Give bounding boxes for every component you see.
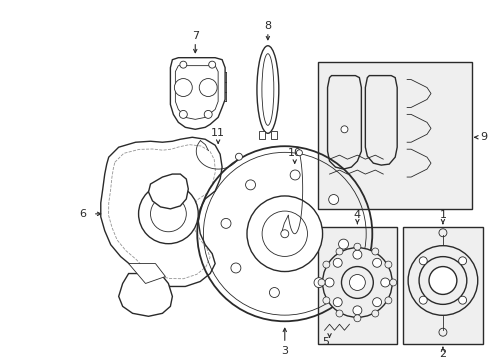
Circle shape: [322, 297, 329, 304]
Bar: [402, 227, 482, 344]
Circle shape: [150, 196, 186, 232]
Text: 10: 10: [287, 148, 301, 158]
Bar: [270, 131, 276, 139]
Circle shape: [289, 170, 300, 180]
Circle shape: [322, 261, 329, 268]
Polygon shape: [128, 264, 165, 283]
Circle shape: [230, 263, 241, 273]
Circle shape: [458, 296, 466, 304]
Bar: [258, 131, 264, 139]
Text: 3: 3: [281, 346, 288, 356]
Circle shape: [349, 275, 365, 291]
Bar: [317, 227, 396, 344]
Polygon shape: [148, 174, 188, 209]
Circle shape: [262, 211, 307, 256]
Text: 6: 6: [79, 209, 86, 219]
Circle shape: [338, 239, 348, 249]
Circle shape: [325, 278, 333, 287]
Text: 2: 2: [439, 349, 446, 359]
Circle shape: [221, 219, 230, 228]
Circle shape: [407, 246, 477, 315]
Circle shape: [332, 298, 342, 307]
Circle shape: [372, 298, 381, 307]
Circle shape: [174, 78, 192, 96]
Circle shape: [280, 230, 288, 238]
Circle shape: [418, 296, 427, 304]
Circle shape: [340, 126, 347, 133]
Circle shape: [269, 288, 279, 297]
Circle shape: [138, 184, 198, 244]
Circle shape: [352, 250, 361, 259]
Circle shape: [235, 153, 242, 160]
Circle shape: [384, 297, 391, 304]
Circle shape: [418, 257, 427, 265]
Circle shape: [335, 310, 342, 317]
Circle shape: [371, 310, 378, 317]
Polygon shape: [119, 274, 172, 316]
Circle shape: [371, 248, 378, 255]
Text: 1: 1: [439, 210, 446, 220]
Circle shape: [353, 315, 360, 322]
Circle shape: [328, 194, 338, 204]
Polygon shape: [170, 58, 224, 129]
Circle shape: [341, 266, 372, 298]
Circle shape: [322, 248, 391, 317]
Circle shape: [296, 150, 302, 156]
Circle shape: [246, 196, 322, 271]
Circle shape: [353, 243, 360, 250]
Circle shape: [418, 257, 466, 304]
Circle shape: [372, 258, 381, 267]
Circle shape: [208, 61, 215, 68]
Text: 8: 8: [264, 21, 271, 31]
Text: 11: 11: [211, 128, 224, 138]
Text: 5: 5: [322, 337, 328, 347]
Text: 9: 9: [479, 132, 486, 142]
Circle shape: [384, 261, 391, 268]
Circle shape: [332, 258, 342, 267]
Bar: [317, 62, 471, 209]
Circle shape: [245, 180, 255, 190]
Circle shape: [428, 266, 456, 294]
Circle shape: [179, 111, 187, 118]
Circle shape: [458, 257, 466, 265]
Circle shape: [180, 61, 186, 68]
Circle shape: [380, 278, 389, 287]
Circle shape: [389, 279, 396, 286]
Circle shape: [335, 248, 342, 255]
Text: 4: 4: [353, 210, 360, 220]
Circle shape: [313, 278, 324, 288]
Circle shape: [199, 78, 217, 96]
Circle shape: [204, 111, 212, 118]
Text: 7: 7: [191, 31, 199, 41]
Circle shape: [318, 279, 325, 286]
Circle shape: [352, 306, 361, 315]
